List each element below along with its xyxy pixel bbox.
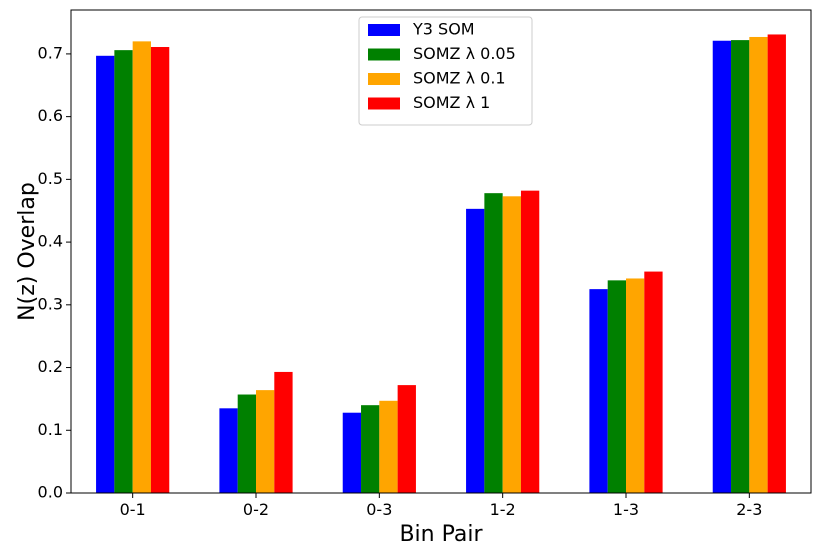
bar-0-1-series-2 bbox=[132, 41, 151, 493]
bar-1-2-series-3 bbox=[520, 190, 540, 493]
y-tick-label: 0.5 bbox=[38, 169, 63, 188]
y-tick-label: 0.1 bbox=[38, 420, 63, 439]
y-tick-label: 0.4 bbox=[38, 232, 63, 251]
legend-label: SOMZ λ 1 bbox=[413, 93, 490, 112]
y-tick-label: 0.2 bbox=[38, 357, 63, 376]
bar-0-2-series-2 bbox=[256, 390, 275, 493]
legend-box bbox=[358, 16, 533, 126]
bar-2-3-series-1 bbox=[731, 40, 750, 493]
bar-0-1-series-3 bbox=[150, 47, 170, 493]
y-tick-label: 0.7 bbox=[38, 43, 63, 62]
legend-swatch bbox=[368, 48, 400, 61]
y-tick-label: 0.6 bbox=[38, 106, 63, 125]
bar-1-3-series-2 bbox=[626, 278, 645, 493]
x-axis-label: Bin Pair bbox=[399, 522, 483, 547]
bar-0-2-series-0 bbox=[219, 408, 238, 493]
y-axis-ticks: 0.0 0.1 0.2 0.3 0.4 0.5 0.6 0.7 bbox=[38, 43, 71, 502]
bar-0-3-series-2 bbox=[379, 400, 398, 493]
bar-1-3-series-1 bbox=[607, 280, 626, 493]
bar-0-3-series-0 bbox=[342, 412, 362, 493]
bar-1-2-series-2 bbox=[502, 196, 521, 494]
y-tick-label: 0.3 bbox=[38, 294, 63, 313]
bar-0-1-series-1 bbox=[114, 50, 133, 494]
bar-1-2-series-1 bbox=[484, 193, 503, 493]
x-tick-label: 1-3 bbox=[613, 500, 639, 519]
bar-2-3-series-3 bbox=[767, 34, 786, 494]
bar-2-3-series-0 bbox=[712, 40, 732, 494]
x-tick-label: 2-3 bbox=[736, 500, 762, 519]
bar-1-2-series-0 bbox=[466, 208, 485, 493]
x-tick-label: 0-2 bbox=[243, 500, 269, 519]
legend-label: SOMZ λ 0.05 bbox=[413, 44, 516, 63]
x-tick-label: 0-1 bbox=[120, 500, 146, 519]
legend-label: SOMZ λ 0.1 bbox=[413, 69, 506, 88]
bars-group bbox=[96, 34, 786, 494]
bar-1-3-series-0 bbox=[589, 289, 608, 493]
legend-swatch bbox=[368, 97, 400, 110]
bar-0-3-series-1 bbox=[361, 405, 380, 493]
bar-0-3-series-3 bbox=[397, 385, 416, 493]
y-tick-label: 0.0 bbox=[38, 483, 63, 502]
legend-swatch bbox=[368, 73, 400, 85]
x-axis-ticks: 0-1 0-2 0-3 1-2 1-3 2-3 bbox=[120, 493, 762, 519]
plot-frame bbox=[70, 9, 812, 494]
bar-0-2-series-3 bbox=[274, 371, 293, 493]
bar-2-3-series-2 bbox=[749, 36, 768, 494]
y-axis-label: N(z) Overlap bbox=[15, 182, 40, 321]
legend-swatch bbox=[368, 24, 400, 36]
x-tick-label: 0-3 bbox=[366, 500, 392, 519]
bar-0-1-series-0 bbox=[96, 55, 115, 494]
legend-label: Y3 SOM bbox=[412, 20, 475, 39]
legend: Y3 SOM SOMZ λ 0.05 SOMZ λ 0.1 SOMZ λ 1 bbox=[358, 16, 533, 126]
bar-1-3-series-3 bbox=[644, 271, 663, 493]
bar-0-2-series-1 bbox=[237, 394, 256, 493]
x-tick-label: 1-2 bbox=[490, 500, 516, 519]
